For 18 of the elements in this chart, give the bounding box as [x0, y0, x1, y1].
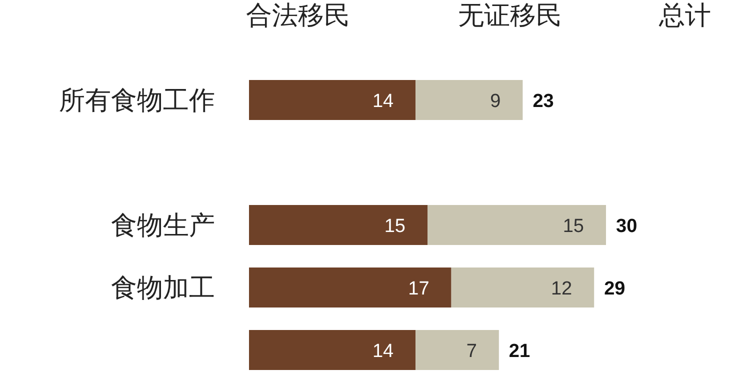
- series-label: 无证移民: [458, 0, 562, 30]
- total-label: 30: [616, 216, 638, 237]
- total-label: 21: [508, 341, 530, 362]
- y-tick-label: 食物加工: [111, 272, 215, 302]
- data-label: 15: [562, 216, 584, 237]
- y-tick-label: 所有食物工作: [59, 85, 215, 115]
- total-label: 23: [532, 91, 554, 112]
- data-label: 17: [408, 278, 430, 300]
- data-label: 9: [490, 91, 501, 112]
- y-tick-label: 食物生产: [111, 210, 215, 240]
- text: 总计: [658, 0, 711, 30]
- total-label: 29: [604, 278, 626, 300]
- series-label: 合法移民: [246, 0, 350, 30]
- data-label: 15: [384, 216, 406, 237]
- data-label: 7: [466, 341, 477, 362]
- data-label: 12: [550, 278, 572, 300]
- data-label: 14: [372, 91, 394, 112]
- data-label: 14: [372, 341, 394, 362]
